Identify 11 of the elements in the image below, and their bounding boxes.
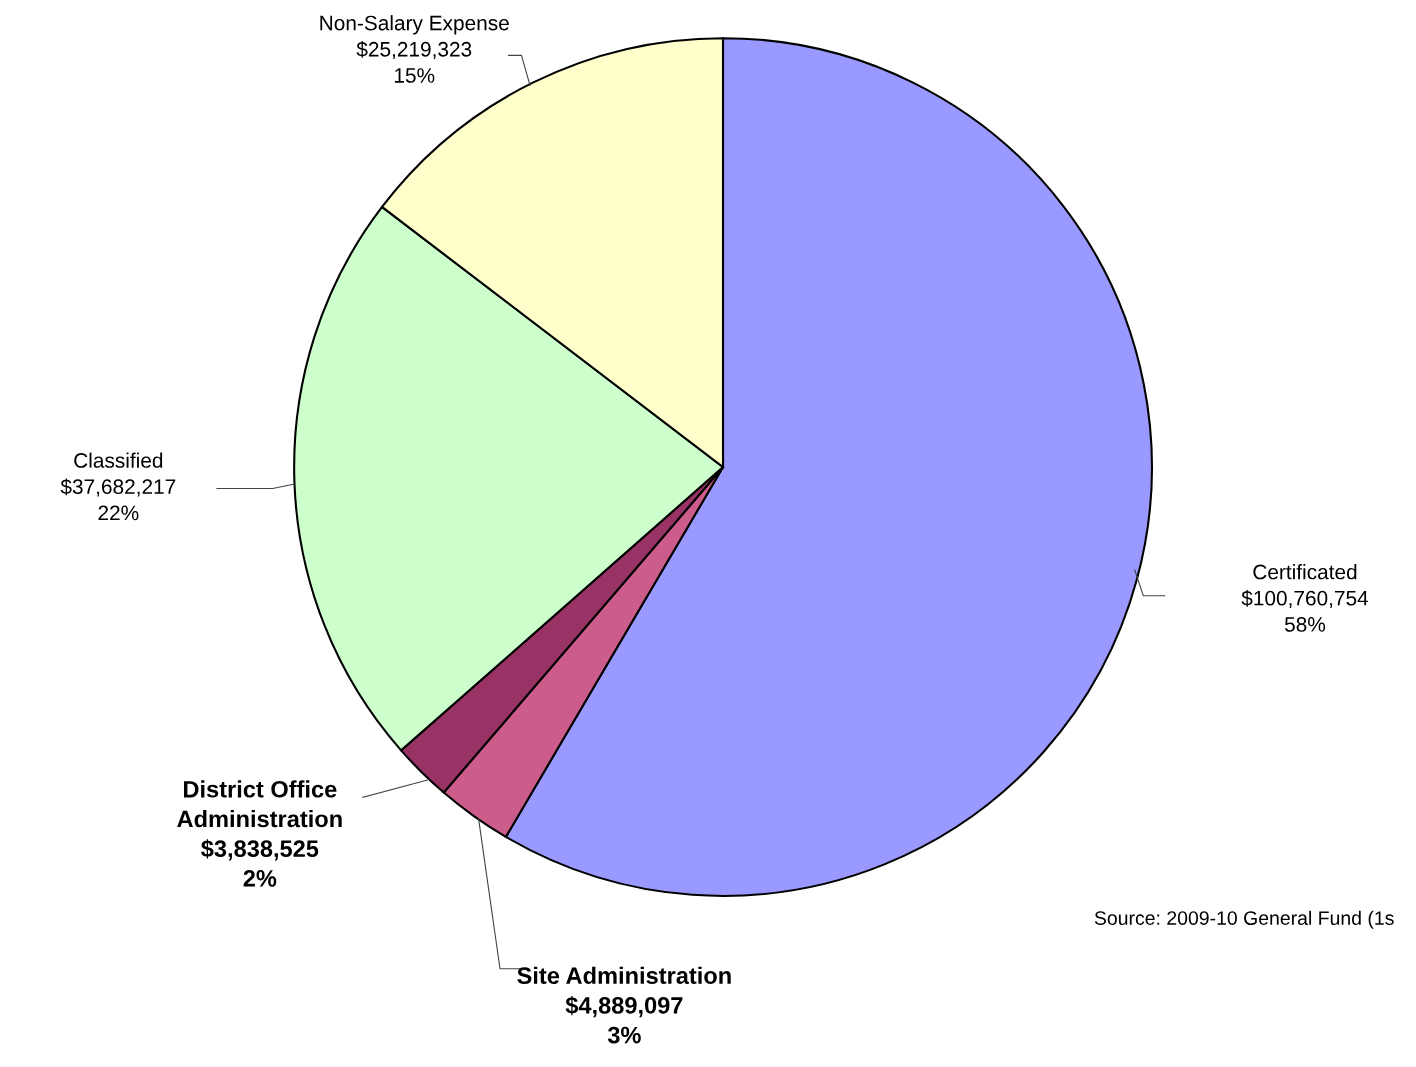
data-label: $37,682,217 22% — [60, 478, 176, 521]
slice-label: Certificated — [1253, 564, 1357, 580]
slice-label: Classified — [74, 452, 163, 468]
slice-label: District Office Administration — [177, 780, 342, 828]
data-label: $4,889,097 3% — [565, 995, 683, 1044]
slice-label: Site Administration — [517, 966, 731, 985]
source-note: Source: 2009-10 General Fund (1s — [1094, 910, 1394, 929]
slice-label: Non-Salary Expense — [320, 15, 509, 35]
data-label: $100,760,754 58% — [1241, 589, 1369, 632]
data-label: $25,219,323 15% — [356, 41, 472, 83]
data-label: $3,838,525 2% — [201, 839, 319, 887]
